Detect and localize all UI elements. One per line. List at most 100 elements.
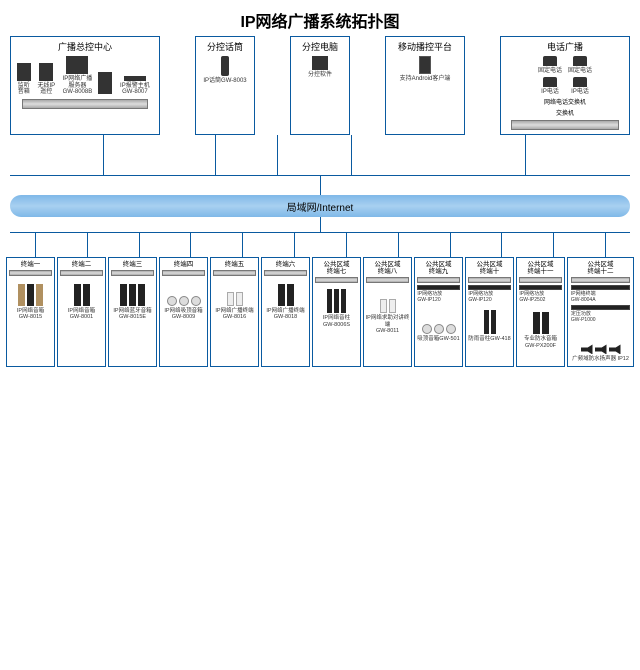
speaker-icon xyxy=(167,296,177,306)
device-label: IP电话 xyxy=(571,89,589,96)
speaker-icon xyxy=(542,312,549,334)
terminal-label: IP网络广播终端GW-8018 xyxy=(266,308,304,320)
terminal-devices xyxy=(161,278,206,306)
terminal: 公共区域终端七IP网络音柱GW-8006S xyxy=(312,257,361,366)
terminal-devices xyxy=(518,306,563,334)
terminal-row: 终端一IP网络音箱GW-8015终端二IP网络音箱GW-8001终端三IP网络蓝… xyxy=(0,257,640,366)
terminal: 终端四 IP网络吸顶音箱GW-8009 xyxy=(159,257,208,366)
rack-icon xyxy=(98,72,112,94)
terminal-devices xyxy=(569,326,632,354)
switch-icon xyxy=(9,270,51,276)
terminal-title: 终端四 xyxy=(174,261,194,268)
device-label: 固定电话 xyxy=(538,68,562,75)
internet-bar: 局域网/Internet xyxy=(10,195,630,217)
terminal-label: IP网络音柱GW-8006S xyxy=(323,315,350,327)
device: 监听音箱 xyxy=(15,63,32,96)
terminal: 公共区域终端十二IP网络终端GW-8004A定压功放GW-P1000广频域防水扬… xyxy=(567,257,634,366)
group-mobile: 移动播控平台支持Android客户端 xyxy=(385,36,465,135)
phone-device: 固定电话 xyxy=(568,56,592,75)
phone-icon xyxy=(573,56,587,66)
rack-stack: IP网络功放GW-IP120 xyxy=(468,285,510,304)
switch-icon xyxy=(417,277,459,283)
group-phone-broadcast: 电话广播固定电话固定电话IP电话IP电话网络电话交换机交换机 xyxy=(500,36,630,135)
rack-stack: IP网络功放GW-IP2502 xyxy=(519,285,561,304)
connection-vline xyxy=(320,217,321,232)
terminal-devices xyxy=(416,306,461,334)
device-label: 监听音箱 xyxy=(15,83,32,96)
terminal-devices xyxy=(8,278,53,306)
tablet-icon xyxy=(419,56,431,74)
terminal-devices xyxy=(59,278,104,306)
terminal-title: 公共区域终端九 xyxy=(426,261,452,275)
switch-icon xyxy=(22,99,148,109)
terminal-devices xyxy=(212,278,257,306)
device: 无线IP遥控 xyxy=(35,63,57,96)
stack-label: IP网络终端GW-8004A xyxy=(571,292,630,303)
speaker-icon xyxy=(287,284,294,306)
rack-unit-icon xyxy=(519,285,561,290)
speaker-icon xyxy=(129,284,136,306)
device-label: IP电话 xyxy=(541,89,559,96)
device xyxy=(98,72,112,96)
connection-vline xyxy=(525,135,526,175)
connection-vline xyxy=(346,232,347,257)
diagram-title: IP网络广播系统拓扑图 xyxy=(0,0,640,36)
connection-vline xyxy=(215,135,216,175)
terminal-devices xyxy=(365,285,410,313)
speaker-icon xyxy=(341,289,346,313)
speaker-icon xyxy=(227,292,234,306)
switch-icon xyxy=(162,270,204,276)
switch-icon xyxy=(213,270,255,276)
connection-vline xyxy=(553,232,554,257)
terminal-devices xyxy=(314,285,359,313)
terminal-label: IP网络吸顶音箱GW-8009 xyxy=(164,308,202,320)
connection-vline xyxy=(35,232,36,257)
switch-icon xyxy=(571,277,630,283)
connection-vline xyxy=(277,135,278,175)
speaker-icon xyxy=(27,284,34,306)
connection-vline xyxy=(103,135,104,175)
group-main-control: 广播总控中心监听音箱无线IP遥控IP网络广播服务器GW-8008BIP报警主机G… xyxy=(10,36,160,135)
connection-vline xyxy=(398,232,399,257)
terminal: 公共区域终端八IP网络求助对讲终端GW-8011 xyxy=(363,257,412,366)
flat-icon xyxy=(124,76,146,81)
terminal-title: 终端六 xyxy=(276,261,296,268)
speaker-icon xyxy=(278,284,285,306)
connection-vline xyxy=(190,232,191,257)
speaker-icon xyxy=(74,284,81,306)
device-label: IP报警主机GW-8007 xyxy=(115,83,155,96)
phone-device: IP电话 xyxy=(538,77,562,96)
phone-device: 固定电话 xyxy=(538,56,562,75)
terminal-title: 公共区域终端十 xyxy=(477,261,503,275)
device-label: IP话筒GW-8003 xyxy=(203,78,246,85)
rack-unit-icon xyxy=(417,285,459,290)
group-title: 电话广播 xyxy=(547,40,583,53)
terminal-title: 终端二 xyxy=(72,261,92,268)
device-label: 支持Android客户端 xyxy=(400,76,451,83)
terminal-label: IP网络音箱GW-8015 xyxy=(17,308,44,320)
phone-device: IP电话 xyxy=(568,77,592,96)
terminal: 公共区域终端九IP网络功放GW-IP120吸顶音箱GW-501 xyxy=(414,257,463,366)
connection-vline xyxy=(139,232,140,257)
top-connection-area xyxy=(10,135,630,195)
stack-label: IP网络功放GW-IP2502 xyxy=(519,292,561,303)
connection-vline xyxy=(87,232,88,257)
mic-icon xyxy=(221,56,229,76)
device: IP网络广播服务器GW-8008B xyxy=(60,56,95,96)
box-sm-icon xyxy=(39,63,53,81)
device: 支持Android客户端 xyxy=(400,56,451,83)
terminal-devices xyxy=(263,278,308,306)
terminal-label: IP网络音箱GW-8001 xyxy=(68,308,95,320)
speaker-icon xyxy=(120,284,127,306)
switch-icon xyxy=(519,277,561,283)
terminal-title: 公共区域终端十一 xyxy=(528,261,554,275)
stack-label: IP网络功放GW-IP120 xyxy=(417,292,459,303)
speaker-icon xyxy=(389,299,396,313)
switch-icon xyxy=(315,277,357,283)
box-sm-icon xyxy=(17,63,31,81)
terminal: 终端五IP网络广播终端GW-8016 xyxy=(210,257,259,366)
terminal: 公共区域终端十一IP网络功放GW-IP2502专业防水音箱GW-PX200F xyxy=(516,257,565,366)
terminal-title: 公共区域终端十二 xyxy=(588,261,614,275)
speaker-icon xyxy=(179,296,189,306)
connection-vline xyxy=(242,232,243,257)
